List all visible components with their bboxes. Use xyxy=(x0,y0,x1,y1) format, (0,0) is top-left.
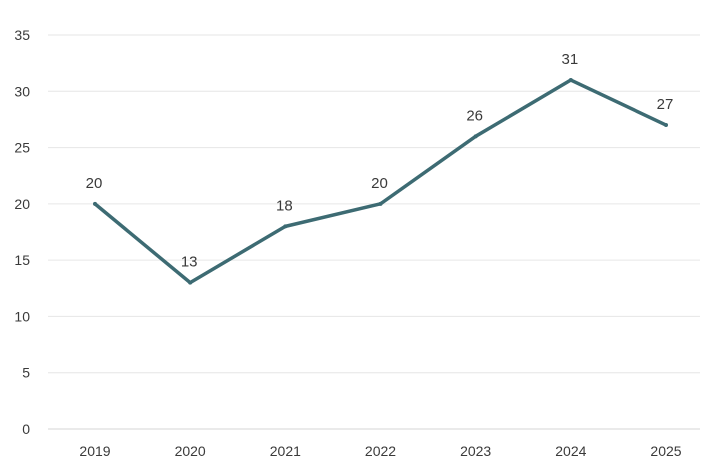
data-point xyxy=(283,224,288,229)
y-tick-label: 10 xyxy=(14,308,30,324)
x-tick-label: 2020 xyxy=(175,443,206,457)
x-tick-label: 2022 xyxy=(365,443,396,457)
x-tick-label: 2019 xyxy=(79,443,110,457)
data-labels: 20 13 18 20 26 31 27 xyxy=(86,51,674,271)
x-tick-label: 2021 xyxy=(270,443,301,457)
y-tick-label: 15 xyxy=(14,252,30,268)
y-tick-label: 25 xyxy=(14,140,30,156)
data-point xyxy=(188,280,193,285)
data-label: 27 xyxy=(657,96,674,113)
data-label: 31 xyxy=(561,51,578,68)
x-tick-label: 2024 xyxy=(555,443,586,457)
data-point xyxy=(473,134,478,139)
y-tick-label: 5 xyxy=(22,365,30,381)
data-point xyxy=(664,123,668,128)
y-tick-label: 0 xyxy=(22,421,30,437)
y-tick-label: 20 xyxy=(14,196,30,212)
data-label: 20 xyxy=(371,175,388,192)
data-label: 20 xyxy=(86,175,103,192)
data-point xyxy=(93,201,97,206)
data-label: 13 xyxy=(181,254,198,271)
y-tick-label: 35 xyxy=(14,27,30,43)
x-tick-label: 2025 xyxy=(650,443,681,457)
x-tick-label: 2023 xyxy=(460,443,491,457)
y-tick-label: 30 xyxy=(14,83,30,99)
data-label: 26 xyxy=(466,107,483,124)
series-layer xyxy=(93,78,668,285)
x-axis-tick-labels: 2019 2020 2021 2022 2023 2024 2025 xyxy=(79,443,681,457)
data-label: 18 xyxy=(276,197,293,214)
y-axis-tick-labels: 0 5 10 15 20 25 30 35 xyxy=(14,27,30,437)
data-point xyxy=(568,78,573,83)
data-point xyxy=(378,201,383,206)
